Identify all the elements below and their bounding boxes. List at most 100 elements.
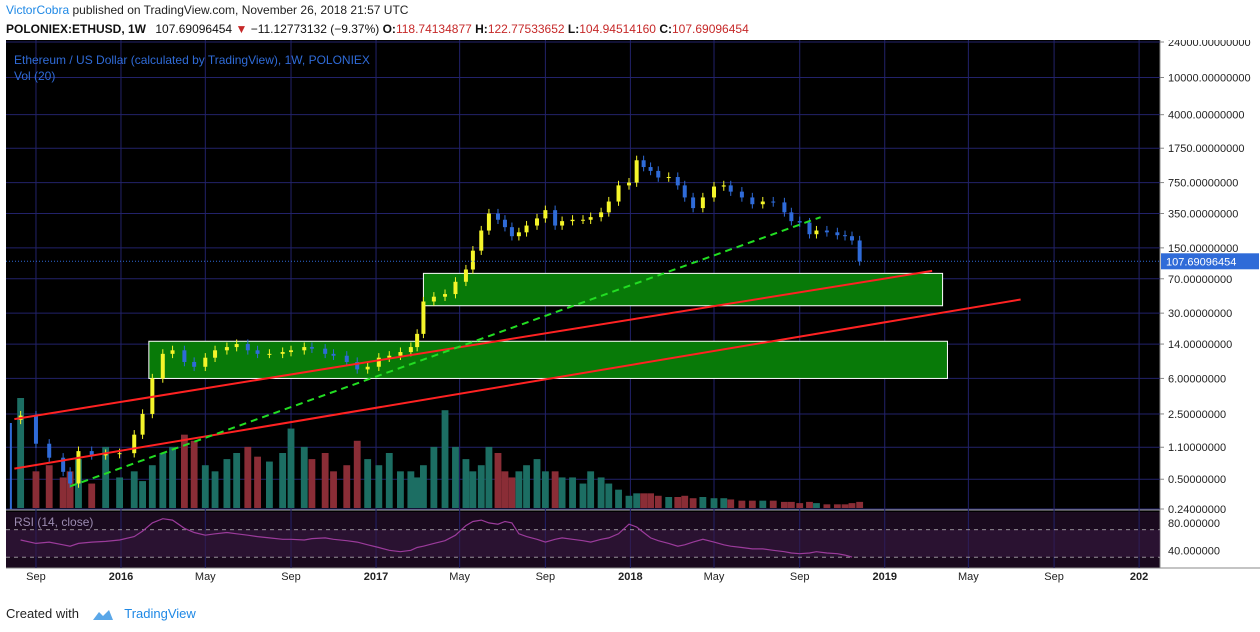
volume-bar [180,434,188,508]
volume-bar [494,453,502,508]
price-axis-label: 4000.00000000 [1168,110,1244,122]
volume-bar [541,471,549,508]
candle-body [516,232,521,237]
price-axis-label: 6.00000000 [1168,373,1226,385]
price-axis-label: 10000.00000000 [1168,73,1251,85]
candle-body [213,350,218,358]
candle-body [588,217,593,220]
candle-body [682,185,687,198]
candle-body [267,353,272,355]
price-axis-label: 24000.00000000 [1168,40,1251,49]
candle-body [606,201,611,213]
candle-body [61,457,66,472]
candle-body [599,212,604,218]
close-label: C: [659,22,672,36]
volume-bar [441,410,449,508]
candle-body [553,210,558,226]
volume-bar [279,453,287,508]
volume-bar [201,465,209,508]
last-price-tag [1161,253,1259,270]
candle-body [560,221,565,226]
candle-body [835,232,840,236]
time-axis-label: Sep [790,571,810,583]
candle-body [543,210,548,219]
volume-bar [330,471,337,508]
price-axis-label: 150.00000000 [1168,243,1238,255]
change-text: −11.12773132 (−9.37%) [250,22,380,36]
volume-bar [59,477,67,508]
candle-body [103,454,108,456]
price-axis-label: 350.00000000 [1168,208,1238,220]
candle-body [234,344,239,348]
volume-bar [308,459,316,508]
volume-bar [139,481,146,508]
candle-body [712,186,717,198]
candle-body [509,227,514,237]
volume-bar [88,483,96,508]
volume-bar [833,504,841,508]
candle-body [789,212,794,222]
red-trendline-1 [14,269,933,421]
candle-body [344,355,349,362]
volume-bar [169,446,176,508]
candle-body [807,222,812,235]
price-axis-label: 14.00000000 [1168,339,1232,351]
volume-bar [823,504,831,508]
volume-bar [769,500,777,508]
red-trendline-2 [14,298,1021,470]
volume-bar [515,471,523,508]
candle-body [132,434,137,454]
footer: Created with TradingView [6,606,196,622]
volume-bar [223,459,231,508]
time-axis-label: 2016 [109,571,133,583]
volume-bar [469,471,477,508]
candle-body [479,230,484,251]
tradingview-brand-link[interactable]: TradingView [124,606,196,621]
candle-body [331,353,336,356]
volume-bar [856,501,864,508]
candle-body [782,202,787,213]
candle-body [470,250,475,270]
volume-bar [462,459,470,508]
candle-body [182,350,187,362]
candle-body [626,182,631,186]
volume-bar [681,495,689,508]
candle-body [843,235,848,237]
candle-body [302,347,307,351]
price-axis-label: 750.00000000 [1168,178,1238,190]
volume-bar [689,498,697,508]
volume-bar [699,497,707,508]
volume-bar [501,471,509,508]
volume-bar [385,453,393,508]
volume-legend: Vol (20) [14,69,55,83]
time-axis-label: May [195,571,216,583]
candle-body [170,350,175,354]
low-label: L: [567,22,580,36]
volume-bar [508,477,516,508]
volume-bar [430,446,438,508]
candle-body [47,443,52,458]
candle-body [797,221,802,223]
candle-body [76,451,81,484]
time-axis-label: May [958,571,979,583]
volume-bar [45,465,53,508]
volume-bar [647,493,655,508]
candle-body [857,240,862,262]
volume-bar [353,440,361,508]
candle-body [443,294,448,297]
last-price-label: 107.69096454 [1166,256,1236,268]
candle-body [160,353,165,379]
candle-body [309,347,314,349]
volume-bar [569,477,576,508]
price-chart[interactable]: Sep 2016 May Sep 2017 May Sep 2018 May Sep 2019 May… [0,40,1260,596]
candle-body [641,160,646,168]
candle-body [33,415,38,444]
volume-bar [265,461,273,508]
candle-body [398,352,403,356]
symbol-label: POLONIEX:ETHUSD, 1W [6,22,147,36]
price-axis-label: 1750.00000000 [1168,143,1244,155]
author-link[interactable]: VictorCobra [6,3,70,17]
volume-bar [233,453,241,508]
low-value: 104.94514160 [579,22,656,36]
rsi-legend: RSI (14, close) [14,515,93,529]
